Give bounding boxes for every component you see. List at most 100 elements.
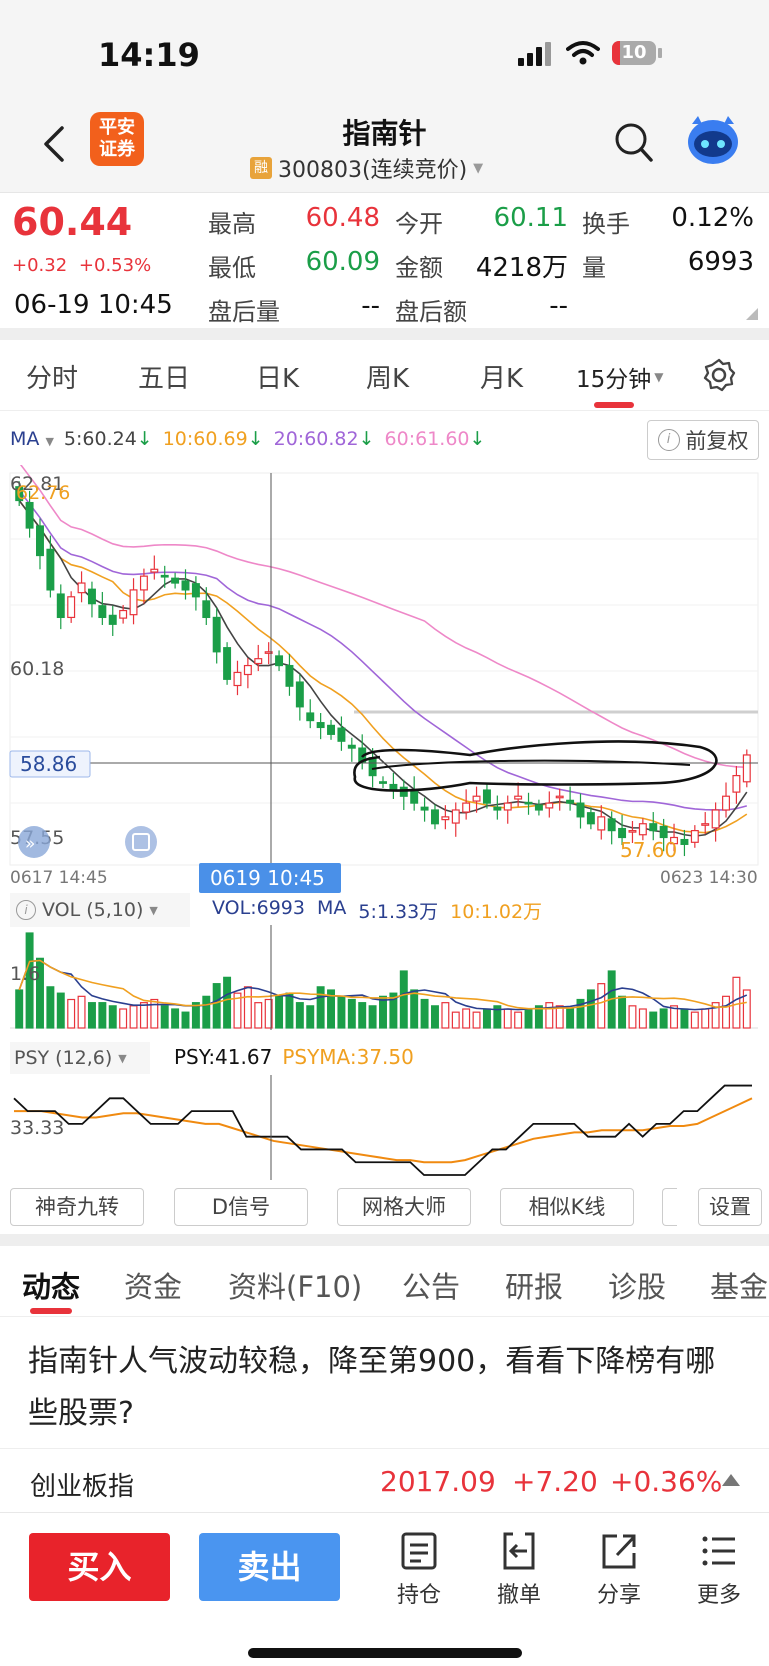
news-headline[interactable]: 指南针人气波动较稳，降至第900，看看下降榜有哪些股票? xyxy=(28,1344,716,1431)
vol-ma10-line xyxy=(18,959,747,1010)
after-hours-volume-label: 盘后量 xyxy=(208,298,280,326)
after-hours-amount-label: 盘后额 xyxy=(395,298,467,326)
vol-current: VOL:6993 xyxy=(212,897,305,919)
tab-15min[interactable]: 15分钟 ▼ xyxy=(576,360,664,394)
volume-bar xyxy=(670,1005,679,1029)
volume-bar xyxy=(119,1008,128,1029)
battery-level: 10 xyxy=(621,42,647,63)
candle xyxy=(722,795,730,811)
candle xyxy=(389,783,398,790)
volume-bar xyxy=(555,1005,564,1029)
search-icon[interactable] xyxy=(614,122,654,164)
volume-bar xyxy=(264,998,273,1029)
psy-selector[interactable]: PSY (12,6) ▼ xyxy=(10,1042,150,1074)
candle xyxy=(36,525,44,557)
volume-bar xyxy=(545,1002,554,1029)
y-label-mid: 60.18 xyxy=(10,658,64,680)
fullscreen-icon[interactable] xyxy=(125,826,157,858)
vol-selector[interactable]: i VOL (5,10) ▼ xyxy=(10,893,190,927)
volume-bar xyxy=(275,995,284,1029)
volume-label: 量 xyxy=(582,254,606,282)
price-change: +0.32 +0.53% xyxy=(12,255,151,276)
low-value: 60.09 xyxy=(305,247,380,277)
volume-bar xyxy=(223,976,232,1029)
volume-bar xyxy=(77,995,86,1029)
stock-code-selector[interactable]: 融 300803(连续竞价) ▼ xyxy=(250,152,483,184)
tab-f10[interactable]: 资料(F10) xyxy=(228,1270,363,1304)
candle xyxy=(534,804,543,811)
tab-daily-k[interactable]: 日K xyxy=(256,364,300,394)
candle xyxy=(493,806,502,811)
candle xyxy=(15,486,24,502)
candle xyxy=(254,658,263,665)
volume-bar xyxy=(451,1011,460,1029)
candle xyxy=(566,799,575,804)
sell-button[interactable]: 卖出 xyxy=(199,1533,340,1601)
volume-bar xyxy=(285,992,294,1029)
more-button[interactable]: 更多 xyxy=(684,1531,754,1609)
cancel-order-button[interactable]: 撤单 xyxy=(484,1531,554,1609)
tab-diagnosis[interactable]: 诊股 xyxy=(608,1270,667,1304)
tab-announcements[interactable]: 公告 xyxy=(402,1270,461,1304)
tab-dynamics[interactable]: 动态 xyxy=(22,1270,81,1304)
expand-corner-icon[interactable] xyxy=(746,308,758,320)
volume-bar xyxy=(722,995,730,1029)
change-value: +0.32 xyxy=(12,255,68,276)
candlestick-chart[interactable]: 62.81 62.76 60.18 57.55 57.60 58.86 » 06… xyxy=(0,465,769,900)
volume-bar xyxy=(420,998,429,1029)
psyma-current: PSYMA:37.50 xyxy=(282,1045,414,1069)
positions-button[interactable]: 持仓 xyxy=(384,1531,454,1609)
candle xyxy=(139,575,148,591)
volume-bar xyxy=(295,1002,304,1029)
tool-settings[interactable]: 设置 xyxy=(698,1188,762,1226)
tool-d-signal[interactable]: D信号 xyxy=(174,1188,308,1226)
tab-timeshare[interactable]: 分时 xyxy=(26,364,79,394)
volume-bar xyxy=(191,1002,200,1029)
psy-chart[interactable]: 33.33 xyxy=(0,1075,769,1180)
candle xyxy=(46,548,55,591)
candle xyxy=(690,830,699,843)
tab-fund[interactable]: 基金 xyxy=(710,1270,769,1304)
tab-monthly-k[interactable]: 月K xyxy=(480,364,524,394)
robot-assistant-icon[interactable] xyxy=(684,114,742,168)
expand-arrows-icon[interactable] xyxy=(18,826,50,858)
tool-grid-master[interactable]: 网格大师 xyxy=(337,1188,471,1226)
tab-15min-label: 15分钟 xyxy=(576,367,652,393)
volume-bar xyxy=(150,998,159,1029)
tab-five-day[interactable]: 五日 xyxy=(138,364,191,394)
volume-bar xyxy=(327,989,336,1029)
settings-gear-icon[interactable] xyxy=(702,358,736,392)
volume-bar xyxy=(15,989,24,1029)
candle xyxy=(451,809,460,824)
volume-chart[interactable]: 1.6 xyxy=(0,925,769,1030)
candle xyxy=(347,744,356,749)
candle xyxy=(742,754,751,783)
candle xyxy=(327,724,336,735)
tool-magic-nine[interactable]: 神奇九转 xyxy=(10,1188,144,1226)
volume-bar xyxy=(493,1005,502,1029)
tool-similar-k[interactable]: 相似K线 xyxy=(500,1188,634,1226)
logo-line1: 平安 xyxy=(99,117,135,138)
ma-selector[interactable]: MA ▼ xyxy=(10,428,54,450)
share-button[interactable]: 分享 xyxy=(584,1531,654,1609)
tab-weekly-k[interactable]: 周K xyxy=(366,364,410,394)
candle xyxy=(628,830,637,833)
index-expand-icon[interactable] xyxy=(722,1474,740,1486)
volume-bar xyxy=(462,1008,471,1029)
ma-legend: MA ▼ 5:60.24↓ 10:60.69↓ 20:60.82↓ 60:61.… xyxy=(10,428,485,450)
buy-button[interactable]: 买入 xyxy=(29,1533,170,1601)
adjust-button[interactable]: i 前复权 xyxy=(647,420,759,460)
candle xyxy=(295,681,304,708)
quote-datetime: 06-19 10:45 xyxy=(14,290,173,320)
tab-funds[interactable]: 资金 xyxy=(124,1270,183,1304)
volume-bar xyxy=(129,1005,138,1029)
candle xyxy=(160,574,169,578)
tab-research[interactable]: 研报 xyxy=(505,1270,564,1304)
candle xyxy=(732,774,741,793)
y-label-high: 62.76 xyxy=(16,482,70,504)
candle xyxy=(56,593,65,619)
wifi-icon xyxy=(566,41,600,65)
candle xyxy=(524,801,533,805)
index-name[interactable]: 创业板指 xyxy=(30,1472,135,1502)
back-icon[interactable] xyxy=(40,124,68,164)
